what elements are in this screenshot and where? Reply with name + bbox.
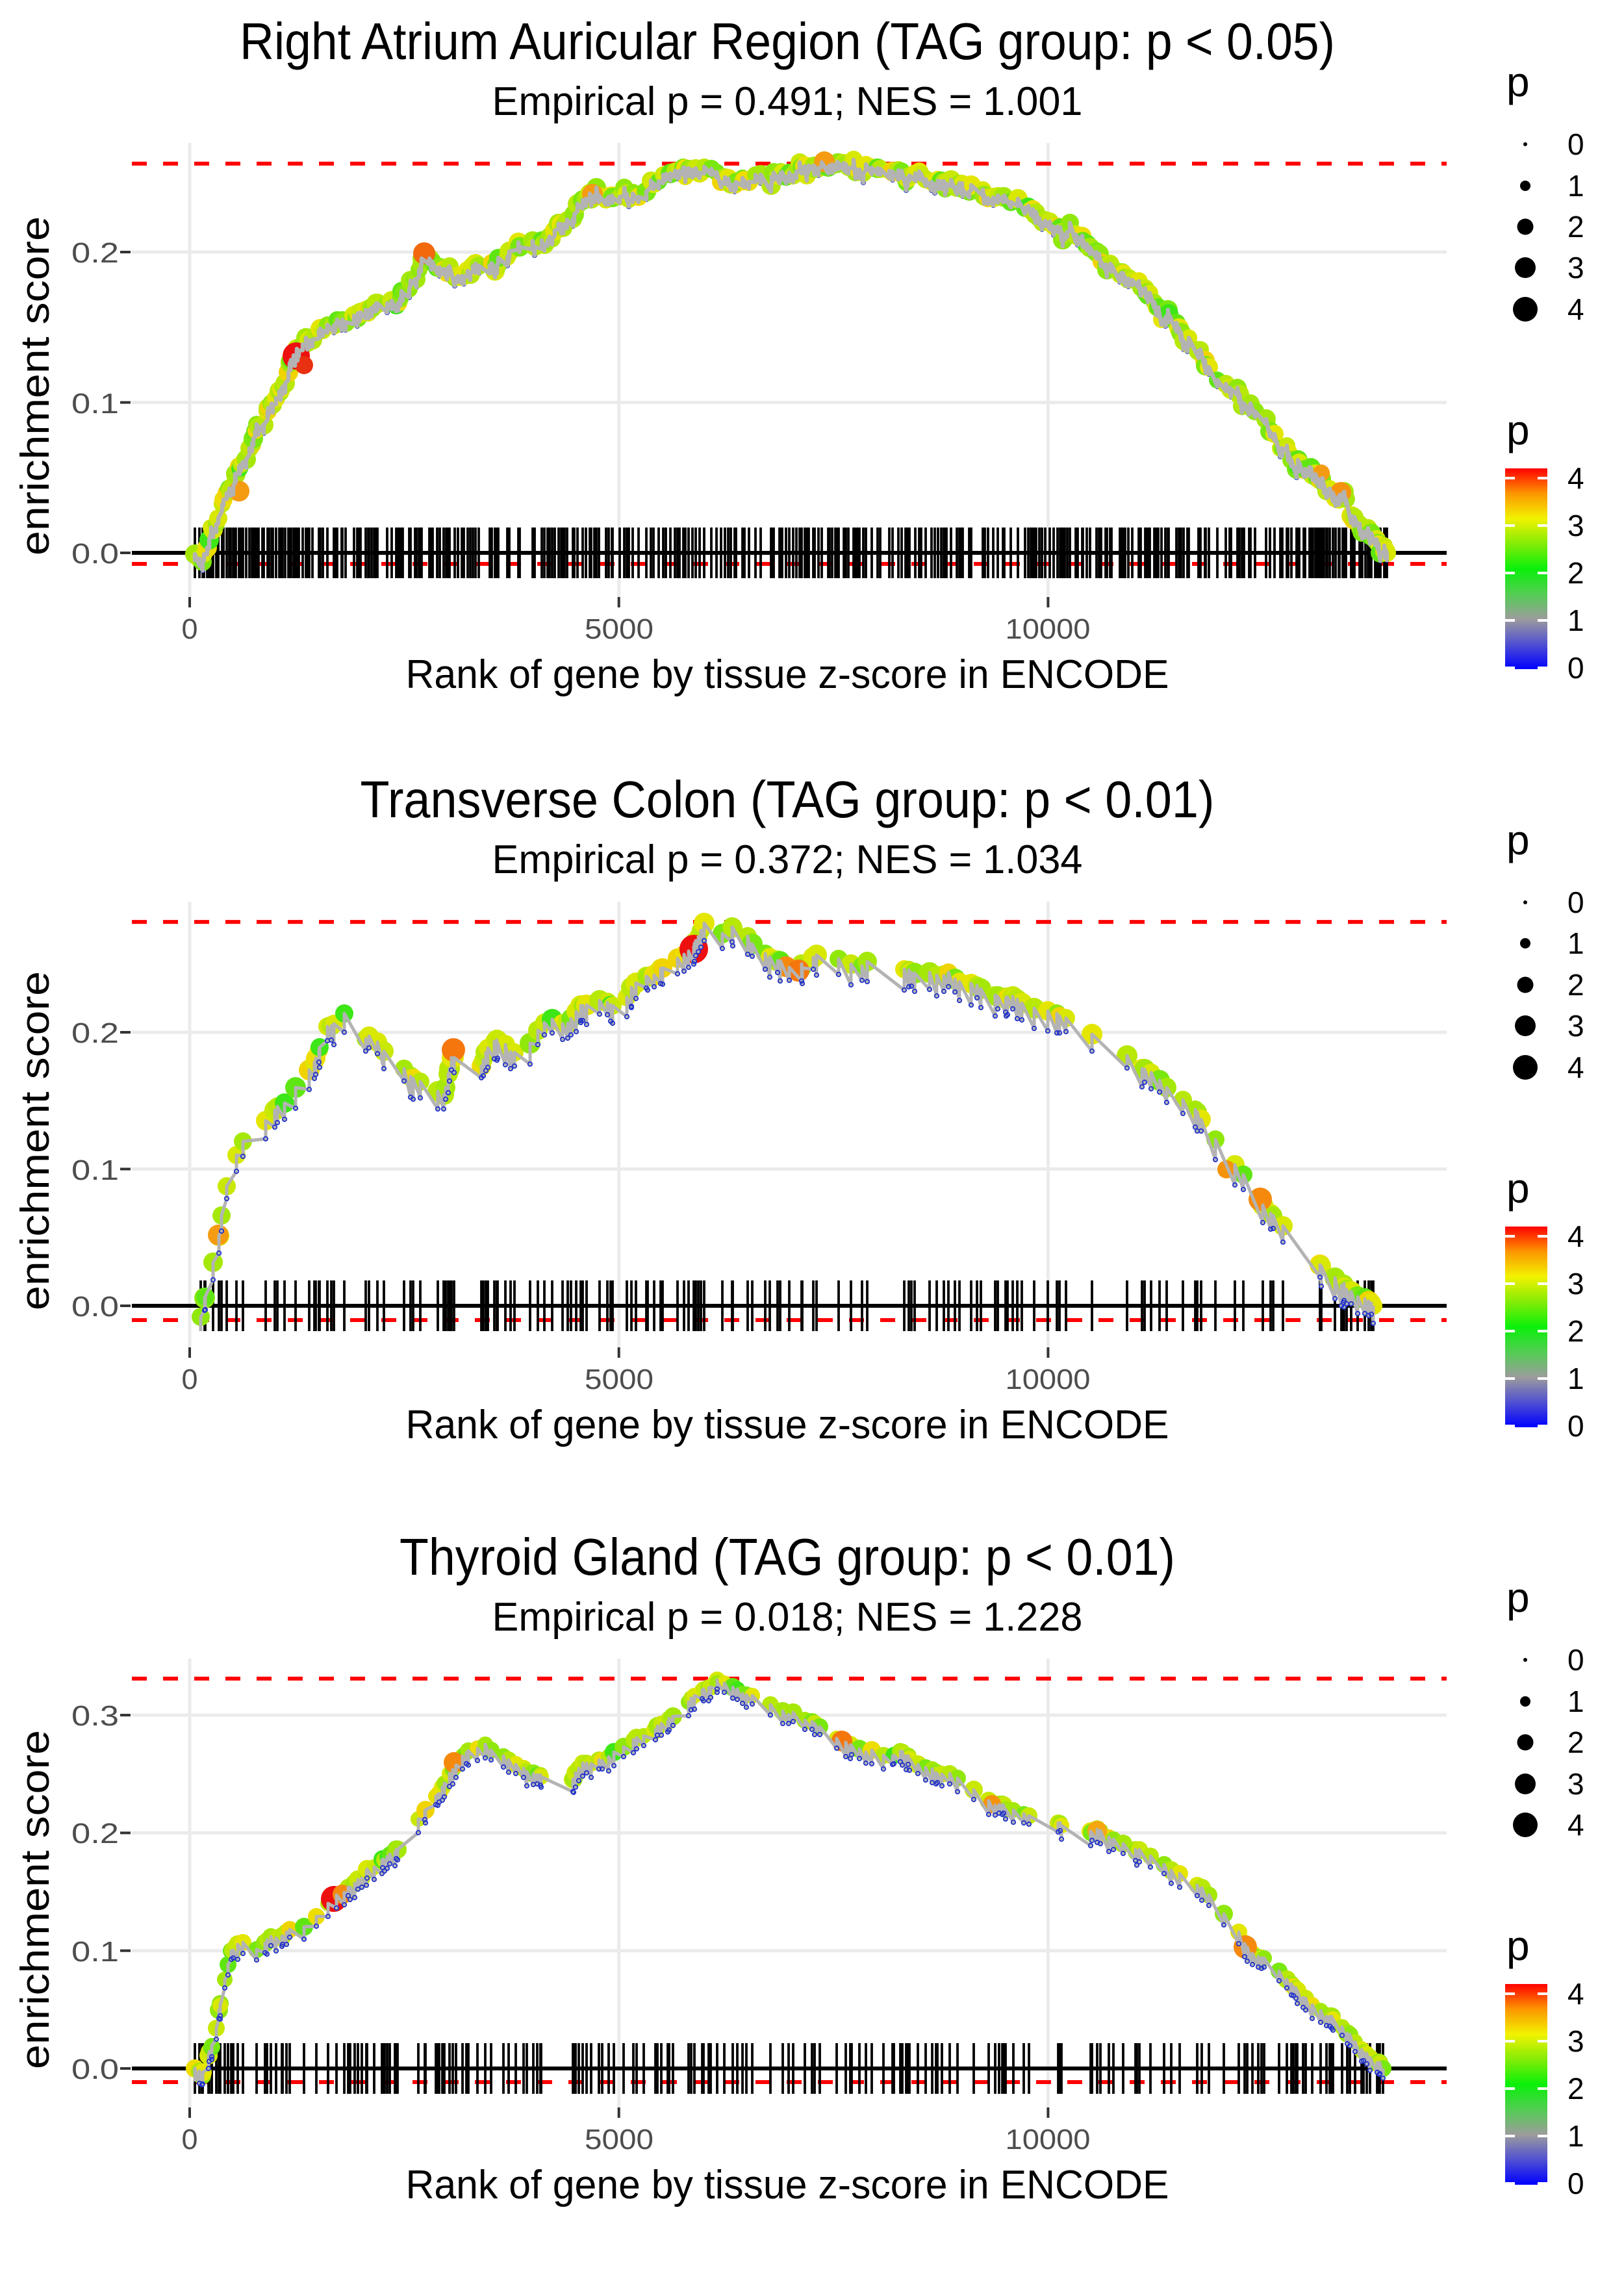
svg-text:1: 1 [1567, 926, 1584, 960]
svg-text:2: 2 [1567, 210, 1584, 244]
svg-text:0.1: 0.1 [71, 1936, 119, 1968]
svg-text:p: p [1506, 407, 1530, 453]
svg-text:enrichment score: enrichment score [13, 1730, 58, 2069]
svg-text:0.0: 0.0 [71, 1291, 119, 1323]
svg-text:5000: 5000 [585, 2124, 653, 2156]
svg-text:4: 4 [1567, 461, 1584, 495]
svg-text:0.1: 0.1 [71, 1154, 119, 1186]
svg-text:0: 0 [182, 613, 198, 645]
svg-text:0: 0 [182, 1364, 198, 1395]
svg-text:3: 3 [1567, 1009, 1584, 1043]
svg-text:Thyroid Gland (TAG group: p <: Thyroid Gland (TAG group: p < 0.01) [400, 1528, 1175, 1586]
svg-text:Transverse Colon (TAG group: p: Transverse Colon (TAG group: p < 0.01) [361, 770, 1215, 828]
svg-text:1: 1 [1567, 604, 1584, 637]
svg-text:Right Atrium Auricular Region: Right Atrium Auricular Region (TAG group… [240, 12, 1335, 70]
svg-text:0.3: 0.3 [71, 1700, 119, 1732]
svg-text:3: 3 [1567, 251, 1584, 285]
svg-text:Rank of gene by tissue z-score: Rank of gene by tissue z-score in ENCODE [406, 2163, 1169, 2207]
svg-text:5000: 5000 [585, 613, 653, 645]
svg-text:Empirical p = 0.018; NES = 1.2: Empirical p = 0.018; NES = 1.228 [492, 1595, 1083, 1640]
svg-text:0: 0 [182, 2124, 198, 2156]
svg-text:10000: 10000 [1006, 2124, 1091, 2156]
svg-text:Rank of gene by tissue z-score: Rank of gene by tissue z-score in ENCODE [406, 652, 1169, 697]
svg-text:2: 2 [1567, 556, 1584, 590]
svg-text:0.0: 0.0 [71, 538, 119, 570]
svg-text:0.0: 0.0 [71, 2054, 119, 2085]
svg-text:p: p [1506, 58, 1530, 105]
svg-text:4: 4 [1567, 1219, 1584, 1253]
svg-text:p: p [1506, 1574, 1530, 1621]
svg-text:p: p [1506, 1165, 1530, 1212]
svg-text:4: 4 [1567, 292, 1584, 326]
svg-text:3: 3 [1567, 1267, 1584, 1301]
svg-text:enrichment score: enrichment score [13, 216, 58, 555]
svg-text:0: 0 [1567, 127, 1584, 161]
svg-text:2: 2 [1567, 2072, 1584, 2105]
svg-text:p: p [1506, 1922, 1530, 1969]
svg-text:0.2: 0.2 [71, 1017, 119, 1049]
svg-text:Empirical p = 0.372; NES = 1.0: Empirical p = 0.372; NES = 1.034 [492, 837, 1083, 882]
svg-text:2: 2 [1567, 1314, 1584, 1348]
svg-text:1: 1 [1567, 1362, 1584, 1395]
svg-text:5000: 5000 [585, 1364, 653, 1395]
svg-text:4: 4 [1567, 1977, 1584, 2011]
svg-text:0: 0 [1567, 2167, 1584, 2200]
svg-text:1: 1 [1567, 1685, 1584, 1718]
svg-text:2: 2 [1567, 968, 1584, 1002]
svg-text:0: 0 [1567, 885, 1584, 919]
svg-text:3: 3 [1567, 1767, 1584, 1801]
svg-text:0.2: 0.2 [71, 1818, 119, 1850]
svg-text:3: 3 [1567, 2024, 1584, 2058]
svg-text:0.1: 0.1 [71, 388, 119, 420]
svg-text:10000: 10000 [1006, 613, 1091, 645]
svg-text:0: 0 [1567, 651, 1584, 685]
svg-text:3: 3 [1567, 509, 1584, 542]
svg-text:0: 0 [1567, 1643, 1584, 1677]
svg-text:1: 1 [1567, 169, 1584, 203]
svg-text:p: p [1506, 817, 1530, 863]
svg-text:0.2: 0.2 [71, 237, 119, 269]
svg-text:Empirical p = 0.491; NES = 1.0: Empirical p = 0.491; NES = 1.001 [492, 79, 1083, 124]
svg-text:2: 2 [1567, 1725, 1584, 1759]
svg-text:0: 0 [1567, 1409, 1584, 1443]
svg-text:Rank of gene by tissue z-score: Rank of gene by tissue z-score in ENCODE [406, 1403, 1169, 1447]
svg-text:4: 4 [1567, 1808, 1584, 1842]
svg-text:enrichment score: enrichment score [13, 971, 58, 1310]
svg-text:4: 4 [1567, 1050, 1584, 1084]
svg-text:1: 1 [1567, 2119, 1584, 2153]
svg-text:10000: 10000 [1006, 1364, 1091, 1395]
